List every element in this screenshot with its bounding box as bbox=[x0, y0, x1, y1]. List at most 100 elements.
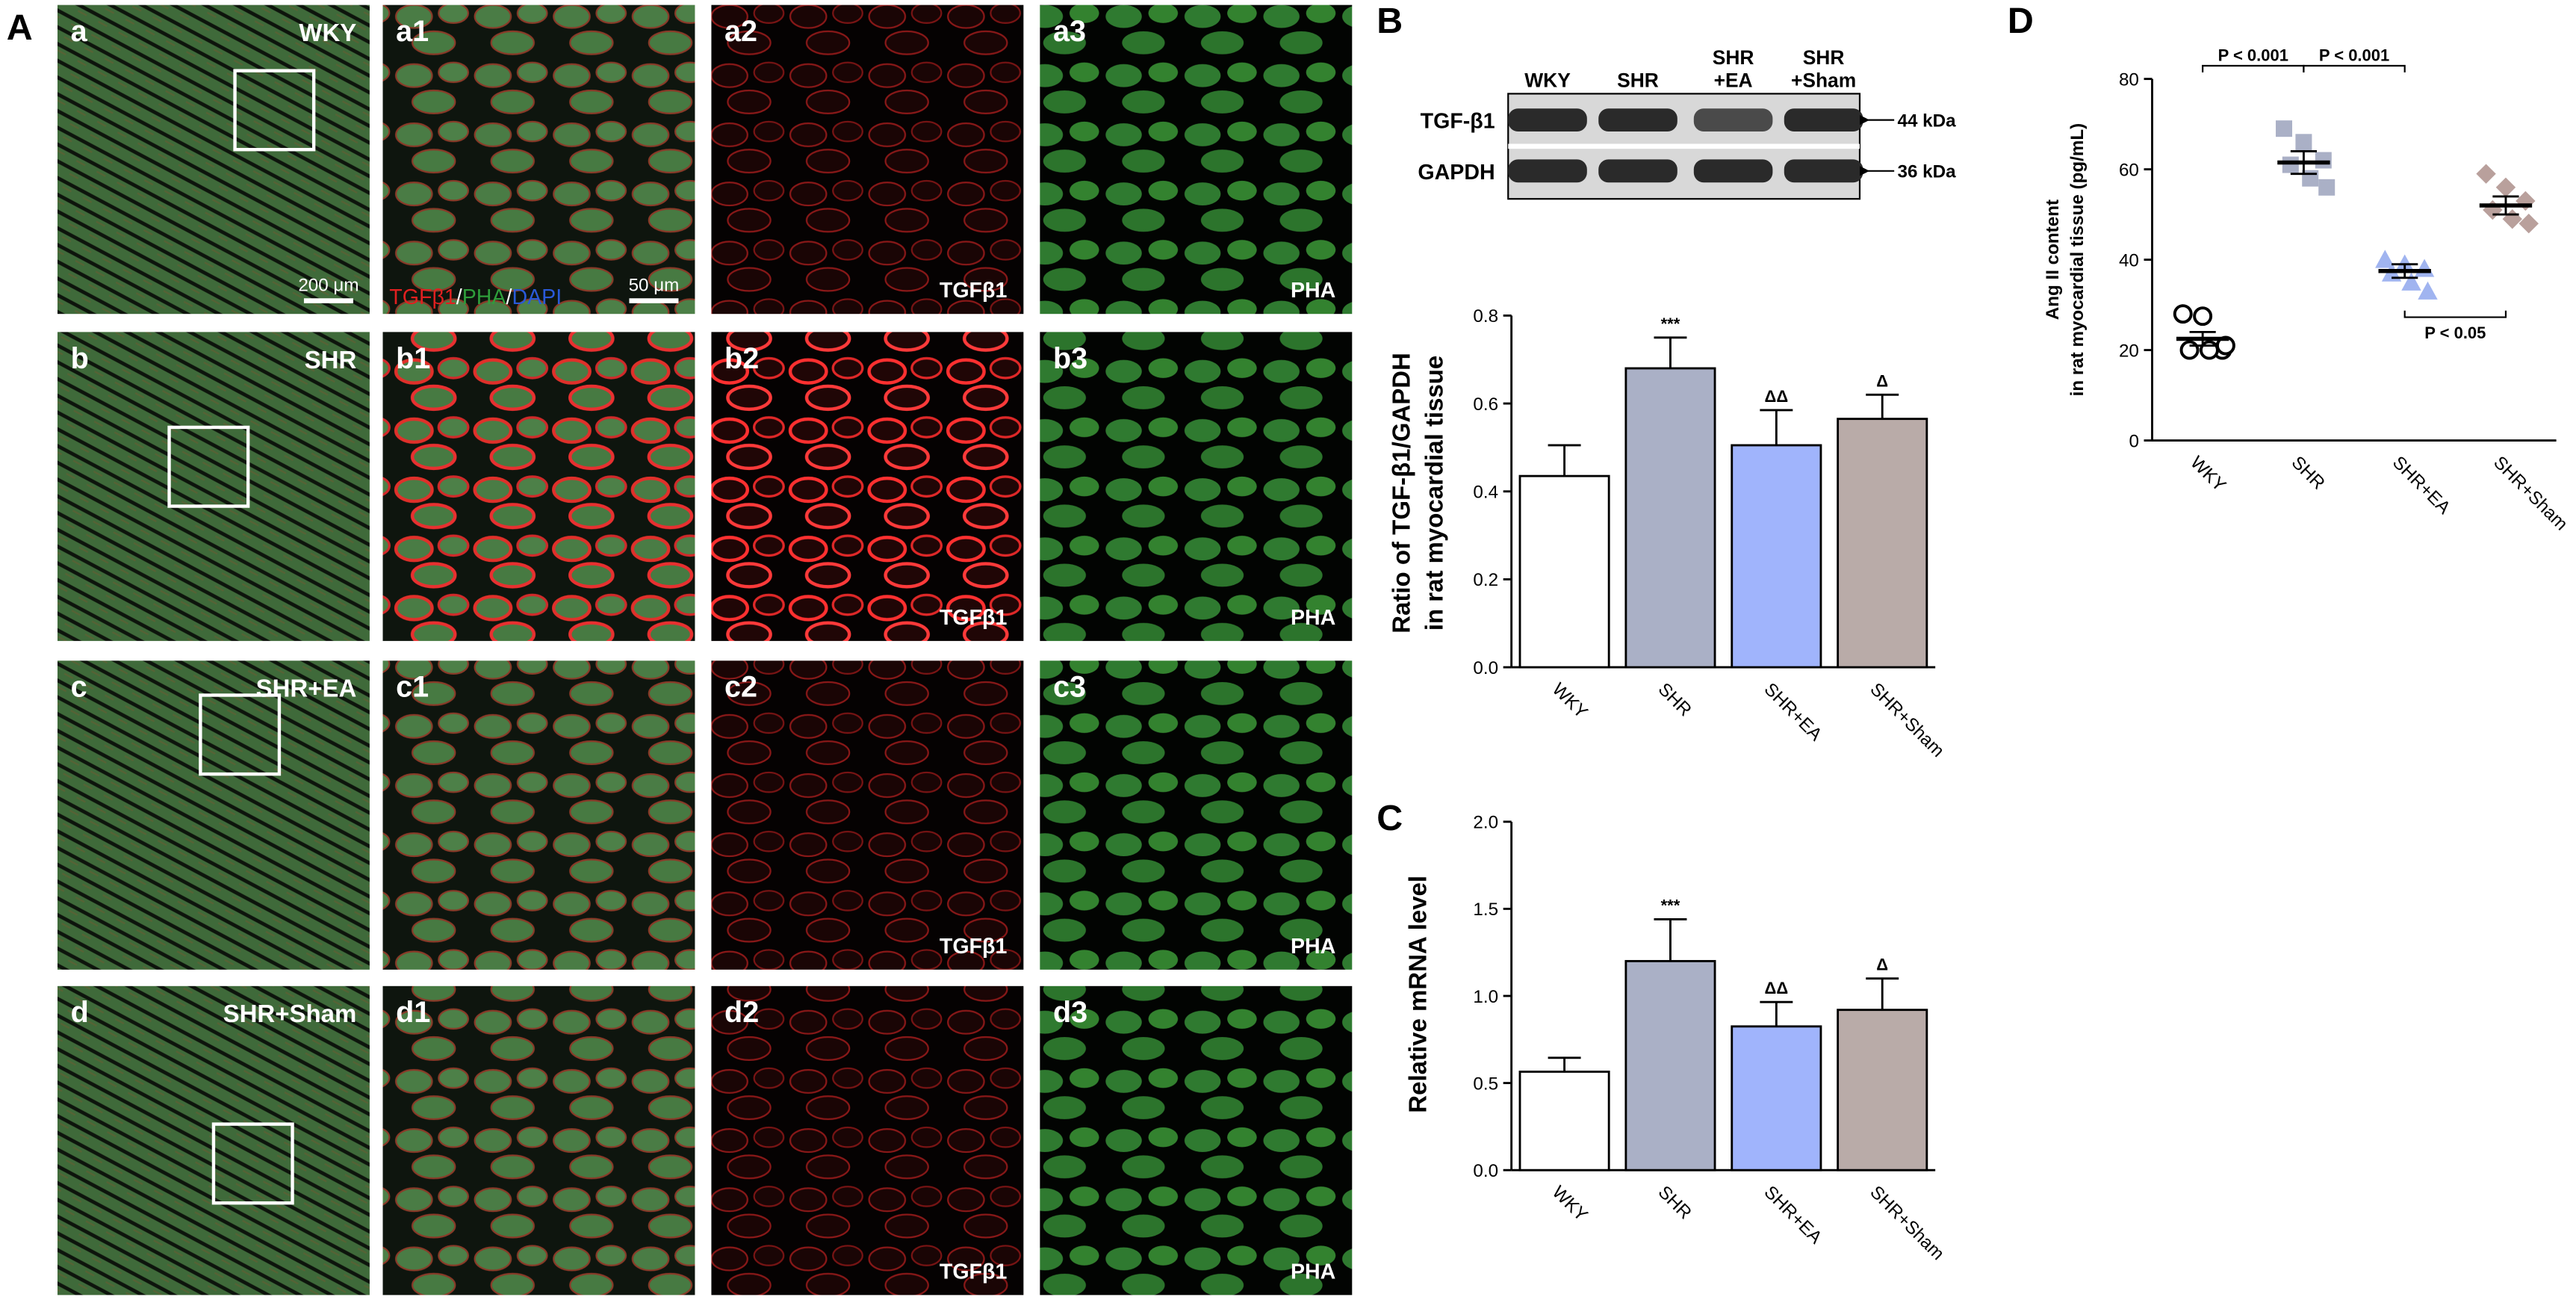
x-tick-label: SHR+EA bbox=[1760, 679, 1826, 746]
tile-label: a3 bbox=[1053, 15, 1086, 48]
x-tick-label: SHR bbox=[1654, 679, 1695, 720]
point bbox=[2295, 134, 2312, 151]
size-label: 44 kDa bbox=[1898, 111, 1957, 131]
scale-bar-label: 50 μm bbox=[629, 275, 680, 295]
bar bbox=[1518, 474, 1610, 669]
point bbox=[2483, 199, 2503, 220]
channel-label: PHA bbox=[1291, 1260, 1335, 1284]
micrograph bbox=[57, 332, 370, 641]
stain-legend-item: / bbox=[506, 285, 512, 309]
y-axis-label: Ratio of TGF-β1/GAPDH bbox=[1387, 353, 1415, 634]
point bbox=[2315, 152, 2332, 169]
panel-label: D bbox=[2008, 1, 2034, 41]
y-tick-label: 0.6 bbox=[1473, 394, 1498, 415]
y-tick-label: 2.0 bbox=[1473, 813, 1498, 833]
panel-label: A bbox=[7, 7, 33, 48]
micrograph bbox=[382, 4, 695, 315]
y-axis-label: in rat myocardial tissue bbox=[1420, 356, 1447, 631]
lane-label: SHR bbox=[1713, 46, 1754, 69]
comparison-bracket bbox=[2202, 64, 2305, 72]
x-tick-label: WKY bbox=[1548, 1182, 1592, 1225]
point bbox=[2516, 191, 2536, 211]
blot-band bbox=[1598, 159, 1677, 183]
bar bbox=[1624, 367, 1716, 669]
micrograph bbox=[382, 985, 695, 1296]
tile-label: a bbox=[71, 15, 88, 48]
blot-band bbox=[1784, 159, 1863, 183]
group-label: SHR bbox=[305, 346, 357, 374]
stain-legend: TGFβ1/PHA/DAPI bbox=[389, 285, 562, 309]
x-tick-label: SHR+EA bbox=[1760, 1182, 1826, 1248]
point bbox=[2375, 250, 2395, 268]
tile-label: d1 bbox=[396, 996, 430, 1029]
zoom-box bbox=[167, 425, 250, 508]
scale-bar-label: 200 μm bbox=[298, 275, 359, 295]
lane-label: WKY bbox=[1524, 69, 1571, 92]
channel-label: TGFβ1 bbox=[940, 606, 1008, 630]
blot-row-label: GAPDH bbox=[1418, 161, 1495, 185]
blot-band bbox=[1598, 108, 1677, 132]
bar bbox=[1518, 1071, 1610, 1171]
point bbox=[2179, 340, 2200, 360]
channel-label: TGFβ1 bbox=[940, 935, 1008, 959]
micrograph bbox=[711, 332, 1024, 641]
micrograph bbox=[57, 4, 370, 315]
channel-label: TGFβ1 bbox=[940, 1260, 1008, 1284]
blot-band bbox=[1508, 159, 1587, 183]
lane-label: +Sham bbox=[1791, 69, 1856, 92]
y-tick-label: 0 bbox=[2129, 431, 2138, 451]
group-label: SHR+EA bbox=[256, 675, 357, 702]
tile-label: a1 bbox=[396, 15, 429, 48]
micrograph bbox=[711, 4, 1024, 315]
p-value: P < 0.001 bbox=[2319, 46, 2389, 64]
blot-band bbox=[1508, 108, 1587, 132]
tile-label: a2 bbox=[724, 15, 757, 48]
lane-label: +EA bbox=[1714, 69, 1753, 92]
x-tick-label: SHR bbox=[2288, 452, 2329, 493]
channel-label: PHA bbox=[1291, 279, 1335, 303]
micrograph bbox=[1040, 4, 1353, 315]
y-tick-label: 1.0 bbox=[1473, 987, 1498, 1007]
micrograph bbox=[382, 332, 695, 641]
point bbox=[2173, 304, 2193, 324]
zoom-box bbox=[211, 1122, 294, 1205]
panel-label: B bbox=[1377, 1, 1403, 41]
bar bbox=[1837, 1009, 1928, 1171]
micrograph bbox=[711, 985, 1024, 1296]
stain-legend-item: PHA bbox=[462, 285, 506, 309]
point bbox=[2282, 156, 2299, 173]
bar bbox=[1837, 418, 1928, 669]
channel-label: PHA bbox=[1291, 935, 1335, 959]
tile-label: c2 bbox=[724, 671, 757, 704]
p-value: P < 0.05 bbox=[2424, 324, 2486, 342]
lane-label: SHR bbox=[1617, 69, 1659, 92]
tile-label: d2 bbox=[724, 996, 759, 1029]
y-tick-label: 80 bbox=[2119, 69, 2139, 90]
group-label: WKY bbox=[299, 19, 356, 46]
group-label: SHR+Sham bbox=[223, 1000, 357, 1027]
channel-label: TGFβ1 bbox=[940, 279, 1008, 303]
tile-label: b3 bbox=[1053, 342, 1087, 375]
y-tick-label: 0.5 bbox=[1473, 1074, 1498, 1094]
point bbox=[2518, 214, 2539, 234]
comparison-bracket bbox=[2403, 310, 2507, 318]
point bbox=[2418, 281, 2438, 300]
micrograph bbox=[1040, 332, 1353, 641]
comparison-bracket bbox=[2303, 64, 2406, 72]
tile-label: c1 bbox=[396, 671, 429, 704]
micrograph bbox=[1040, 985, 1353, 1296]
x-tick-label: SHR+Sham bbox=[1866, 1182, 1948, 1264]
y-tick-label: 0.0 bbox=[1473, 658, 1498, 678]
stain-legend-item: TGFβ1 bbox=[389, 285, 456, 309]
blot-band bbox=[1693, 108, 1773, 132]
y-tick-label: 0.4 bbox=[1473, 483, 1498, 503]
x-tick-label: WKY bbox=[2186, 452, 2229, 495]
p-value: P < 0.001 bbox=[2218, 46, 2288, 64]
y-tick-label: 0.0 bbox=[1473, 1161, 1498, 1181]
y-axis-label: in rat myocardial tissue (pg/mL) bbox=[2067, 123, 2088, 397]
micrograph bbox=[382, 660, 695, 970]
point bbox=[2414, 259, 2435, 277]
x-tick-label: SHR+EA bbox=[2389, 452, 2455, 519]
stain-legend-item: DAPI bbox=[512, 285, 562, 309]
zoom-box bbox=[199, 693, 282, 776]
